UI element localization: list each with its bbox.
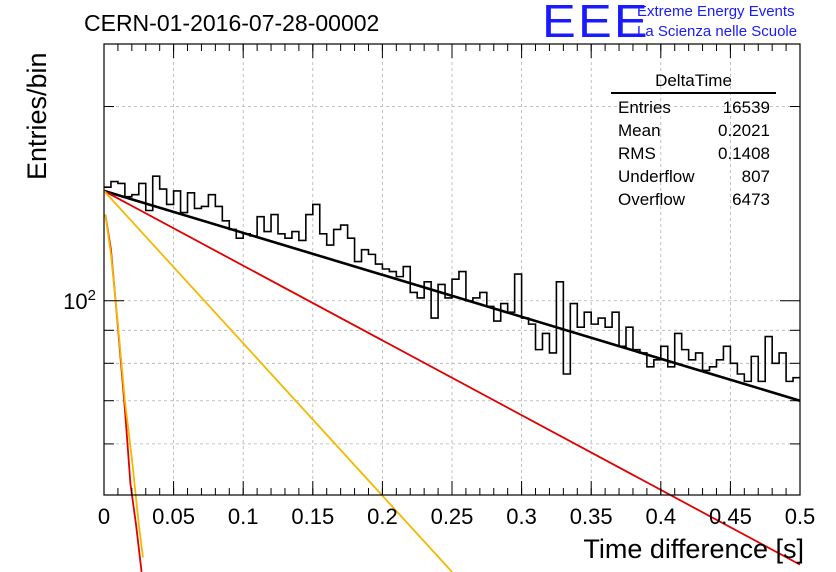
stats-box: DeltaTime Entries 16539 Mean 0.2021 RMS 0.1…	[611, 70, 776, 211]
fit-line	[103, 190, 801, 566]
x-tick-label: 0.5	[785, 504, 816, 529]
x-tick-label: 0.1	[228, 504, 259, 529]
y-tick-label: 102	[63, 287, 96, 314]
fit-line	[103, 190, 453, 572]
logo-line-1: Extreme Energy Events	[637, 3, 795, 20]
stats-row: Entries 16539	[611, 96, 776, 119]
stats-value: 0.2021	[718, 121, 770, 140]
x-tick-label: 0.4	[646, 504, 677, 529]
stats-row: RMS 0.1408	[611, 142, 776, 165]
x-tick-label: 0	[98, 504, 110, 529]
x-tick-label: 0.05	[152, 504, 195, 529]
stats-label: Entries	[618, 98, 671, 117]
stats-row: Mean 0.2021	[611, 119, 776, 142]
histogram-steps	[104, 175, 800, 383]
logo-mark: EEE	[542, 0, 650, 47]
stats-label: Mean	[618, 121, 661, 140]
x-tick-label: 0.35	[570, 504, 613, 529]
stats-row: Underflow 807	[611, 165, 776, 188]
stats-title: DeltaTime	[611, 70, 776, 94]
x-tick-label: 0.45	[709, 504, 752, 529]
fit-line	[103, 189, 801, 402]
x-axis-label: Time difference [s]	[583, 534, 804, 564]
stats-value: 0.1408	[718, 144, 770, 163]
fit-lines	[103, 189, 801, 572]
axis-ticks	[103, 44, 801, 496]
histogram	[104, 175, 800, 383]
stats-value: 16539	[722, 98, 770, 117]
tick-labels: 0 0.05 0.1 0.15 0.2 0.25 0.3 0.35 0.4 0.45 0.5 102	[63, 287, 815, 529]
grid	[103, 44, 801, 496]
x-tick-label: 0.15	[291, 504, 334, 529]
stats-value: 6473	[732, 190, 770, 209]
fit-line	[104, 214, 144, 558]
stats-value: 807	[741, 167, 770, 186]
x-tick-label: 0.25	[431, 504, 474, 529]
x-tick-label: 0.2	[367, 504, 398, 529]
stats-label: RMS	[618, 144, 656, 163]
stats-label: Overflow	[618, 190, 686, 209]
eee-logo: EEE Extreme Energy Events La Scienza nel…	[542, 0, 832, 48]
logo-line-2: La Scienza nelle Scuole	[637, 23, 798, 40]
stats-label: Underflow	[618, 167, 695, 186]
chart-title: CERN-01-2016-07-28-00002	[84, 10, 380, 36]
x-tick-label: 0.3	[506, 504, 537, 529]
y-axis-label: Entries/bin	[22, 52, 52, 180]
stats-row: Overflow 6473	[611, 188, 776, 211]
